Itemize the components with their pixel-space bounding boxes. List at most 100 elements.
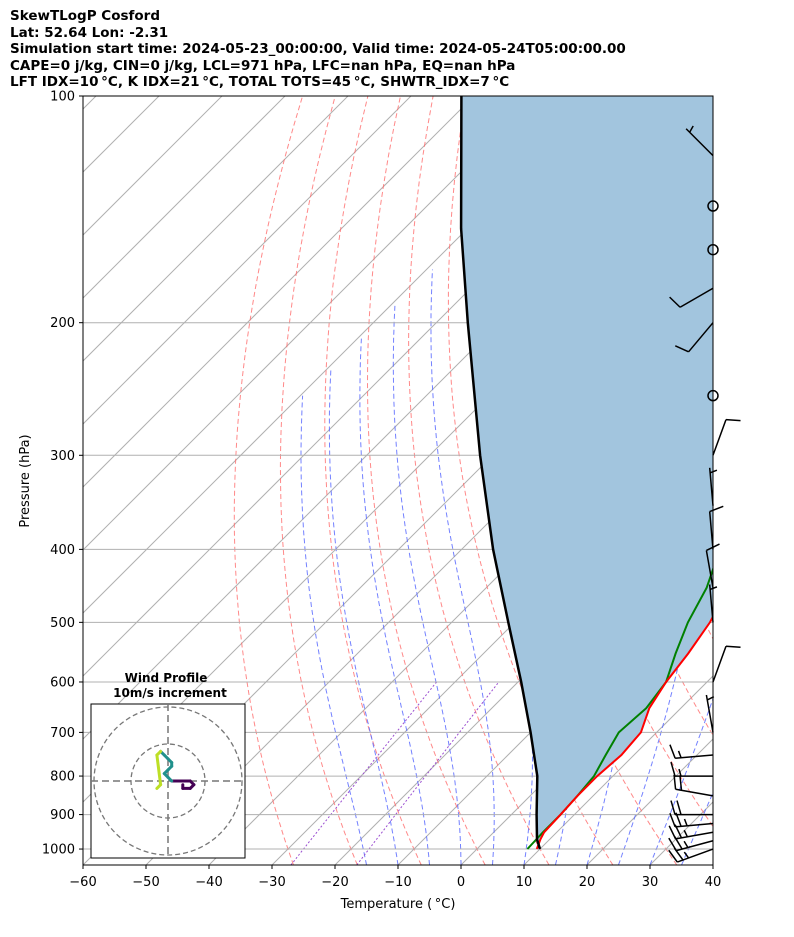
wind-barb	[674, 322, 714, 353]
parcel-shading	[461, 96, 713, 849]
hodograph-trace	[155, 749, 196, 790]
dry-adiabat-line	[727, 96, 794, 865]
barb-shaft	[708, 584, 714, 623]
hodograph-segment	[155, 753, 163, 787]
x-tick-label: −40	[195, 875, 222, 890]
dry-adiabat-line	[366, 96, 486, 865]
isotherm-line	[83, 96, 223, 236]
moist-adiabat-line	[392, 305, 462, 865]
y-axis-label: Pressure (hPa)	[18, 434, 33, 527]
moist-adiabat-line	[300, 395, 367, 865]
barb-half-flag	[689, 125, 694, 133]
barb-shaft	[675, 822, 714, 828]
wind-barb	[712, 418, 741, 456]
isotherm-line	[83, 96, 538, 551]
dry-adiabat-line	[279, 96, 358, 865]
moist-adiabat-line	[359, 338, 430, 865]
barb-flag	[669, 812, 676, 828]
isotherm-line	[83, 96, 286, 299]
barb-shaft	[705, 550, 714, 589]
moist-adiabat-line	[681, 791, 713, 865]
dry-adiabat-line	[447, 96, 614, 865]
wind-barb	[707, 389, 719, 402]
chart-title: SkewTLogP Cosford	[10, 8, 160, 24]
x-tick-label: 20	[579, 875, 596, 890]
wind-barb	[668, 847, 714, 863]
isotherm-line	[83, 96, 475, 488]
moist-adiabat-line	[430, 269, 495, 865]
wind-barb	[708, 584, 718, 623]
barb-shaft	[675, 788, 714, 797]
hodograph-title: Wind Profile	[125, 671, 208, 685]
parcel-profile	[459, 96, 542, 850]
x-tick-label: −20	[321, 875, 348, 890]
y-tick-label: 600	[50, 675, 75, 690]
barb-half-flag	[706, 696, 715, 701]
barb-shaft	[675, 831, 714, 840]
barb-flag	[668, 837, 677, 851]
wind-barb	[670, 761, 713, 777]
dewpoint-profile	[526, 566, 713, 850]
x-tick-label: 10	[516, 875, 533, 890]
x-tick-label: 30	[642, 875, 659, 890]
wind-barb	[670, 800, 713, 816]
y-tick-label: 500	[50, 616, 75, 631]
barb-flag	[673, 774, 677, 790]
barb-flag	[709, 505, 724, 513]
barb-shaft	[687, 322, 714, 353]
wind-barb	[669, 287, 714, 308]
wind-barb	[708, 505, 724, 550]
hodograph-inset: Wind Profile 10m/s increment	[90, 671, 246, 859]
dry-adiabat-line	[408, 96, 550, 865]
calm-wind-circle	[707, 389, 719, 402]
y-tick-label: 700	[50, 726, 75, 741]
pressure-axis: 1000 900 800 700 600 500 400 300 200 100	[42, 90, 83, 858]
barb-shaft	[679, 287, 714, 308]
barb-half-flag	[678, 768, 682, 777]
profile-layer	[459, 96, 713, 850]
isotherm-line	[523, 675, 713, 865]
moist-adiabat-line	[649, 697, 713, 865]
x-tick-label: −30	[258, 875, 285, 890]
wind-barb	[708, 467, 718, 506]
x-tick-label: −10	[384, 875, 411, 890]
barb-shaft	[712, 419, 727, 456]
barb-half-flag	[683, 840, 689, 848]
wind-barb	[673, 774, 714, 797]
calm-wind-circle	[707, 243, 719, 256]
barb-half-flag	[683, 851, 690, 859]
chart-header: SkewTLogP Cosford Lat: 52.64 Lon: -2.31 …	[10, 8, 626, 91]
barb-half-flag	[709, 469, 718, 474]
barb-flag	[668, 825, 677, 840]
barb-flag	[674, 345, 689, 353]
hodograph-subtitle: 10m/s increment	[113, 686, 227, 700]
isotherm-line	[83, 96, 349, 362]
barb-shaft	[708, 467, 714, 506]
y-tick-label: 1000	[42, 843, 75, 858]
isotherm-line	[397, 549, 713, 865]
mixing-ratio-line	[290, 681, 437, 865]
barb-shaft	[708, 511, 714, 550]
barb-shaft	[705, 694, 714, 733]
y-tick-label: 400	[50, 543, 75, 558]
wind-barb	[685, 125, 714, 157]
moist-adiabat-line	[328, 368, 399, 865]
barb-flag	[670, 761, 676, 777]
barb-flag	[679, 775, 683, 791]
y-tick-label: 200	[50, 316, 75, 331]
moist-adiabat-line	[618, 96, 699, 865]
barb-flag	[670, 800, 676, 815]
barb-shaft	[676, 840, 714, 852]
wind-barb	[707, 200, 719, 212]
barb-half-flag	[677, 750, 682, 759]
calm-wind-circle	[707, 200, 719, 212]
wind-barb	[707, 243, 719, 256]
stability-text: CAPE=0 j/kg, CIN=0 j/kg, LCL=971 hPa, LF…	[10, 57, 516, 74]
barb-half-flag	[683, 818, 688, 827]
barb-flag	[725, 645, 741, 649]
x-tick-label: −50	[132, 875, 159, 890]
x-tick-label: 0	[457, 875, 465, 890]
isotherm-line	[83, 96, 97, 110]
wind-barb	[705, 694, 715, 733]
dry-adiabat-line	[759, 96, 794, 865]
